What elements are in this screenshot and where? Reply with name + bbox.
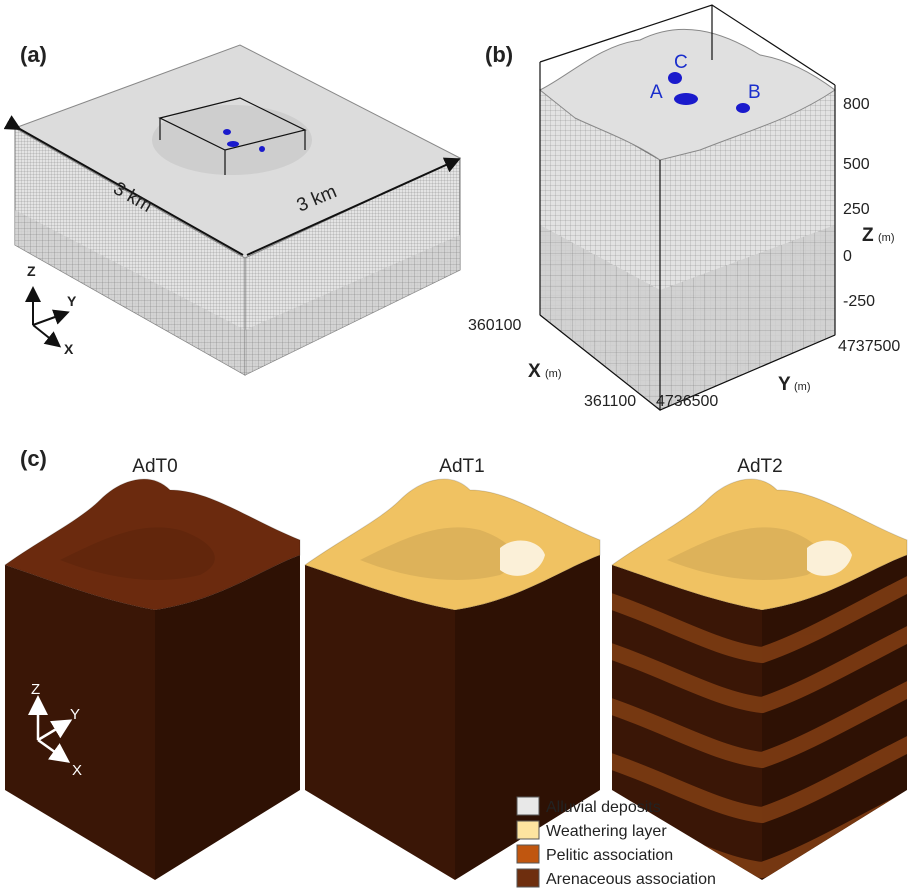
legend-label: Alluvial deposits <box>546 799 661 816</box>
site-label: A <box>650 82 663 103</box>
legend-label: Weathering layer <box>546 823 667 840</box>
z-tick-label: 500 <box>843 156 870 173</box>
cube-left-face <box>305 565 455 880</box>
mesh-domain: C A B 800 500 250 0 -250 Z (m) 360100 36… <box>468 5 900 410</box>
legend-swatch <box>517 845 539 863</box>
figure: (a) 3 km 3 km Z Y X (b) C A B 800 500 25… <box>0 0 921 892</box>
legend-swatch <box>517 797 539 815</box>
axis-title: Y <box>778 374 791 395</box>
axes-icon: Z Y X <box>27 263 77 357</box>
axis-unit: (m) <box>545 368 562 380</box>
z-tick-label: -250 <box>843 293 875 310</box>
panel-label: (c) <box>20 446 47 471</box>
axis-title: Z <box>862 225 874 246</box>
x-tick-label: 360100 <box>468 317 521 334</box>
axis-label: Z <box>27 263 36 279</box>
site-label: B <box>748 82 761 103</box>
terrain <box>152 105 312 175</box>
z-tick-label: 0 <box>843 248 852 265</box>
legend-label: Arenaceous association <box>546 871 716 888</box>
model-cube <box>607 479 917 880</box>
axis-unit: (m) <box>878 232 895 244</box>
z-tick-label: 250 <box>843 201 870 218</box>
model-cube <box>5 479 300 880</box>
legend-label: Pelitic association <box>546 847 673 864</box>
y-tick-label: 4737500 <box>838 338 900 355</box>
z-tick-label: 800 <box>843 96 870 113</box>
legend-swatch <box>517 869 539 887</box>
model-title: AdT2 <box>737 456 782 477</box>
panel-label: (b) <box>485 42 513 67</box>
axis-label: Y <box>70 706 80 723</box>
site-label: C <box>674 52 688 73</box>
model-title: AdT1 <box>439 456 484 477</box>
axis-label: X <box>72 762 82 779</box>
model-cubes <box>5 479 917 880</box>
page: {"panel_a":{"label":"(a)","width_label":… <box>0 0 921 892</box>
axis-label: X <box>64 341 74 357</box>
axis-label: Z <box>31 681 40 698</box>
axis-title: X <box>528 361 541 382</box>
model-cube <box>305 479 600 880</box>
axis-unit: (m) <box>794 381 811 393</box>
y-tick-label: 4736500 <box>656 393 718 410</box>
model-title: AdT0 <box>132 456 177 477</box>
x-tick-label: 361100 <box>584 393 636 410</box>
panel-label: (a) <box>20 42 47 67</box>
mesh-block: 3 km 3 km <box>15 45 460 375</box>
legend-swatch <box>517 821 539 839</box>
axis-label: Y <box>67 293 77 309</box>
